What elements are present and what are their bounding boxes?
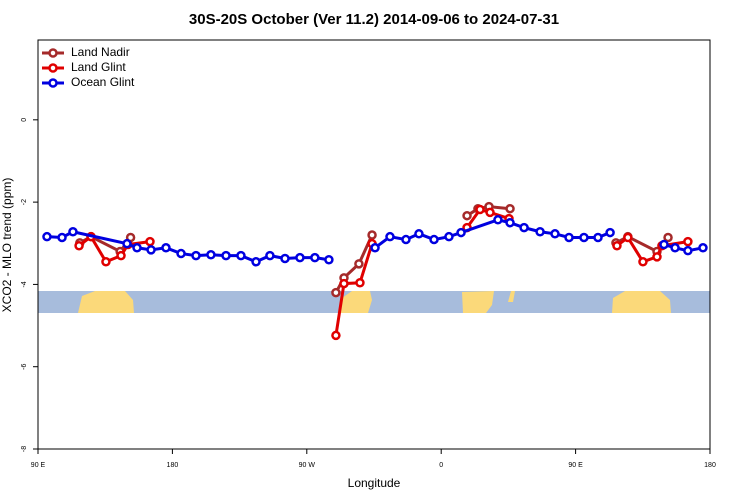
point [310, 252, 320, 263]
point [324, 254, 334, 265]
point [593, 232, 603, 243]
x-tick-label: 90 W [299, 462, 316, 469]
point [145, 236, 155, 247]
point [42, 231, 52, 242]
point [331, 330, 341, 341]
land-patch [508, 291, 515, 302]
legend-label: Land Nadir [71, 45, 130, 59]
point [550, 229, 560, 239]
legend-marker [48, 48, 58, 58]
point [116, 250, 126, 261]
land-patch [340, 291, 372, 313]
y-tick-label: -4 [21, 281, 28, 287]
y-tick-label: -6 [21, 363, 28, 369]
y-axis-label: XCO2 - MLO trend (ppm) [0, 178, 14, 313]
point [683, 236, 693, 247]
point [698, 243, 708, 253]
y-tick-label: -8 [21, 446, 28, 452]
x-tick-label: 0 [439, 462, 443, 469]
chart-title: 30S-20S October (Ver 11.2) 2014-09-06 to… [189, 11, 559, 28]
x-tick-label: 90 E [568, 462, 583, 469]
point [612, 240, 622, 251]
x-tick-label: 180 [704, 462, 716, 469]
land-patch [78, 291, 134, 313]
point [132, 243, 142, 253]
point [605, 227, 615, 238]
point [401, 234, 411, 245]
point [535, 226, 545, 237]
point [623, 232, 633, 243]
point [579, 232, 589, 243]
point [638, 257, 648, 267]
point [331, 287, 341, 298]
plot-frame [37, 39, 711, 450]
point [354, 259, 364, 269]
point [367, 230, 377, 240]
point [385, 231, 395, 242]
point [505, 203, 515, 214]
point [122, 238, 132, 249]
series-line [79, 205, 670, 294]
point [485, 207, 495, 218]
land-patch [612, 291, 671, 313]
point [493, 215, 503, 225]
point [659, 239, 669, 250]
land-patch [462, 291, 494, 313]
point [519, 222, 529, 233]
point [74, 240, 84, 251]
point [146, 245, 156, 255]
series-line [78, 207, 689, 336]
point [663, 232, 673, 243]
point [462, 210, 472, 221]
x-tick-label: 90 E [31, 462, 46, 469]
point [456, 227, 466, 238]
point [191, 250, 201, 261]
point [236, 250, 246, 261]
point [265, 250, 275, 261]
point [652, 252, 662, 262]
point [161, 243, 171, 253]
point [683, 245, 693, 256]
legend-marker [48, 63, 58, 73]
point [101, 257, 111, 267]
point [444, 231, 454, 242]
point [475, 204, 485, 215]
point [670, 243, 680, 253]
x-axis-label: Longitude [348, 476, 401, 490]
legend-marker [48, 78, 58, 88]
point [339, 278, 349, 289]
point [370, 243, 380, 253]
y-tick-label: 0 [21, 118, 28, 122]
point [505, 217, 515, 228]
x-tick-label: 180 [167, 462, 179, 469]
y-tick-label: -2 [21, 199, 28, 205]
point [221, 250, 231, 261]
point [429, 234, 439, 245]
ocean-band [38, 291, 710, 313]
point [414, 229, 424, 239]
legend-label: Ocean Glint [71, 75, 135, 89]
point [280, 253, 290, 264]
point [206, 250, 216, 260]
legend-label: Land Glint [71, 60, 126, 74]
point [57, 232, 67, 243]
point [355, 278, 365, 288]
point [251, 257, 261, 267]
point [176, 248, 186, 259]
point [68, 226, 78, 237]
point [564, 232, 574, 243]
point [295, 252, 305, 263]
map-band [38, 291, 710, 313]
